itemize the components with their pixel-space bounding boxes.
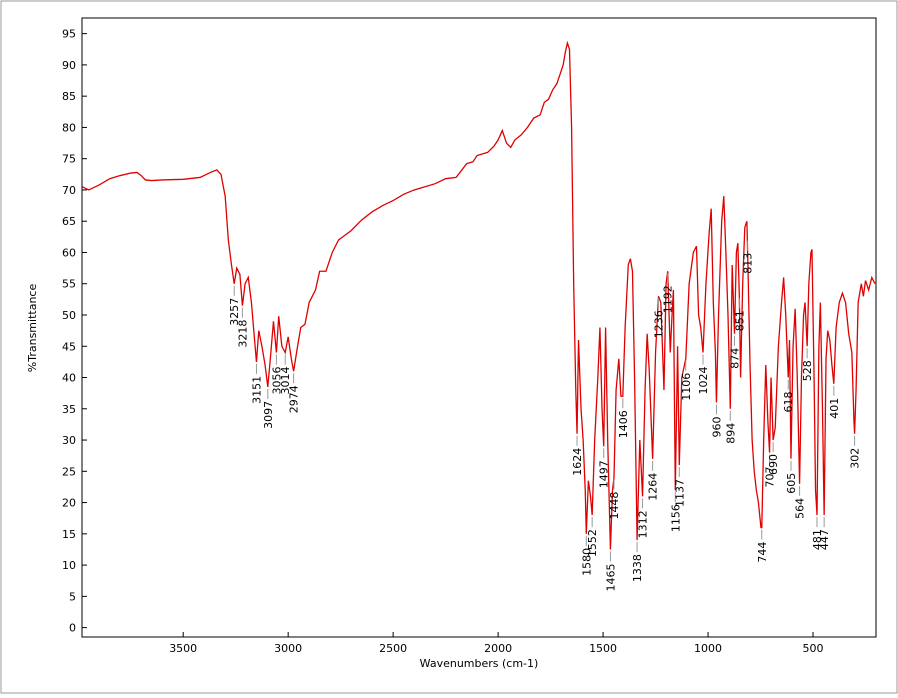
peak-label: 690 bbox=[767, 454, 780, 475]
y-tick-label: 55 bbox=[62, 278, 76, 291]
plot-frame bbox=[81, 17, 877, 638]
y-tick-label: 90 bbox=[62, 59, 76, 72]
y-tick-label: 70 bbox=[62, 184, 76, 197]
spectrum-line bbox=[82, 40, 876, 550]
y-tick-label: 60 bbox=[62, 246, 76, 259]
peak-label: 1406 bbox=[617, 410, 630, 438]
peak-label: 1156 bbox=[669, 504, 682, 532]
y-tick-label: 80 bbox=[62, 121, 76, 134]
peak-label: 3056 bbox=[270, 367, 283, 395]
peak-label: 1106 bbox=[680, 373, 693, 401]
peak-label: 1465 bbox=[604, 563, 617, 591]
peak-label: 302 bbox=[849, 448, 862, 469]
peak-label: 1497 bbox=[598, 460, 611, 488]
peak-label: 481 bbox=[811, 529, 824, 550]
y-tick-label: 5 bbox=[69, 590, 76, 603]
x-tick-label: 3500 bbox=[169, 642, 197, 655]
peak-label: 3151 bbox=[250, 376, 263, 404]
y-tick-label: 40 bbox=[62, 372, 76, 385]
y-tick-label: 10 bbox=[62, 559, 76, 572]
peak-label: 1312 bbox=[637, 510, 650, 538]
x-tick-label: 2000 bbox=[484, 642, 512, 655]
y-tick-label: 35 bbox=[62, 403, 76, 416]
y-tick-label: 0 bbox=[69, 622, 76, 635]
peak-label: 1580 bbox=[580, 548, 593, 576]
peak-label: 1236 bbox=[653, 310, 666, 338]
y-tick-label: 30 bbox=[62, 434, 76, 447]
peak-label: 744 bbox=[756, 542, 769, 563]
x-tick-label: 1000 bbox=[694, 642, 722, 655]
y-tick-label: 65 bbox=[62, 215, 76, 228]
x-tick-label: 1500 bbox=[589, 642, 617, 655]
y-tick-label: 20 bbox=[62, 497, 76, 510]
y-tick-label: 75 bbox=[62, 153, 76, 166]
peak-label: 3014 bbox=[279, 367, 292, 395]
y-tick-label: 45 bbox=[62, 340, 76, 353]
peak-label: 3097 bbox=[262, 401, 275, 429]
peak-label: 528 bbox=[801, 360, 814, 381]
peak-label: 447 bbox=[818, 529, 831, 550]
peak-label: 618 bbox=[782, 392, 795, 413]
peak-label: 2974 bbox=[288, 385, 301, 413]
peak-label: 707 bbox=[764, 467, 777, 488]
peak-label: 1448 bbox=[608, 492, 621, 520]
y-tick-label: 15 bbox=[62, 528, 76, 541]
y-axis-label: %Transmittance bbox=[26, 284, 39, 373]
peak-label: 851 bbox=[733, 310, 746, 331]
peak-label: 894 bbox=[724, 423, 737, 444]
peak-label: 1624 bbox=[571, 448, 584, 476]
x-tick-label: 500 bbox=[803, 642, 824, 655]
peak-label: 3257 bbox=[228, 298, 241, 326]
y-tick-label: 95 bbox=[62, 28, 76, 41]
peak-label: 813 bbox=[741, 253, 754, 274]
x-axis-label: Wavenumbers (cm-1) bbox=[420, 657, 539, 670]
y-tick-label: 85 bbox=[62, 90, 76, 103]
peak-label: 1338 bbox=[631, 554, 644, 582]
peak-label: 3218 bbox=[236, 320, 249, 348]
peak-label: 1264 bbox=[647, 473, 660, 501]
x-tick-label: 2500 bbox=[379, 642, 407, 655]
y-tick-label: 25 bbox=[62, 465, 76, 478]
x-tick-label: 3000 bbox=[274, 642, 302, 655]
peak-label: 605 bbox=[785, 473, 798, 494]
peak-label: 564 bbox=[794, 498, 807, 519]
peak-label: 1552 bbox=[586, 529, 599, 557]
peak-label: 1137 bbox=[673, 479, 686, 507]
peak-label: 401 bbox=[828, 398, 841, 419]
peak-label: 960 bbox=[710, 417, 723, 438]
peak-label: 1192 bbox=[662, 285, 675, 313]
peak-label: 874 bbox=[728, 348, 741, 369]
peak-label: 1024 bbox=[697, 367, 710, 395]
y-tick-label: 50 bbox=[62, 309, 76, 322]
